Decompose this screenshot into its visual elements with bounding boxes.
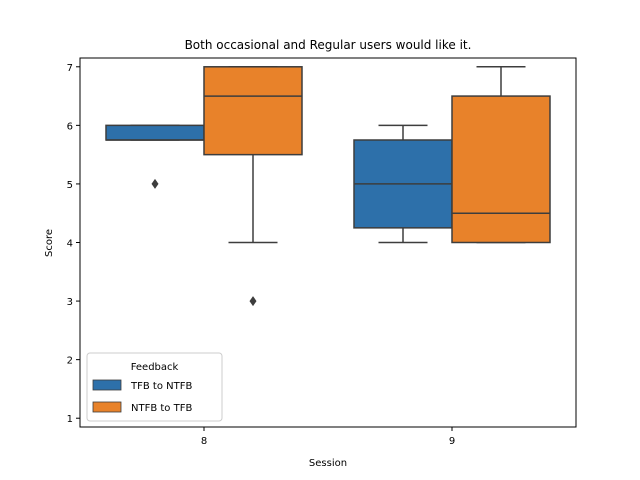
y-tick-label-7: 7 — [67, 63, 73, 74]
box-session-8-series-2 — [203, 66, 303, 156]
x-tick-label-8: 8 — [201, 436, 207, 447]
y-tick-label-1: 1 — [67, 414, 73, 425]
box-session-9-series-2 — [451, 95, 551, 244]
plot-area: 1 2 3 4 5 6 7 8 9 — [67, 57, 577, 447]
legend-label-tfb-to-ntfb: TFB to NTFB — [130, 381, 192, 392]
legend-swatch-ntfb-to-tfb — [92, 401, 122, 413]
outlier-point-session-8-series-2-0 — [249, 296, 257, 307]
box-session-8-series-1 — [105, 124, 205, 141]
legend: Feedback TFB to NTFB NTFB to TFB — [86, 352, 223, 422]
y-tick-label-4: 4 — [67, 239, 73, 250]
y-tick-label-5: 5 — [67, 180, 73, 191]
legend-swatch-tfb-to-ntfb — [92, 379, 122, 391]
legend-label-ntfb-to-tfb: NTFB to TFB — [131, 403, 192, 414]
x-axis-label: Session — [309, 458, 347, 469]
legend-title: Feedback — [131, 362, 179, 373]
chart-title: Both occasional and Regular users would … — [185, 38, 472, 52]
y-tick-label-2: 2 — [67, 356, 73, 367]
y-tick-label-6: 6 — [67, 121, 73, 132]
y-axis-label: Score — [44, 229, 55, 257]
x-tick-label-9: 9 — [449, 436, 455, 447]
outlier-point-session-8-series-1-0 — [151, 178, 159, 189]
y-tick-label-3: 3 — [67, 297, 73, 308]
